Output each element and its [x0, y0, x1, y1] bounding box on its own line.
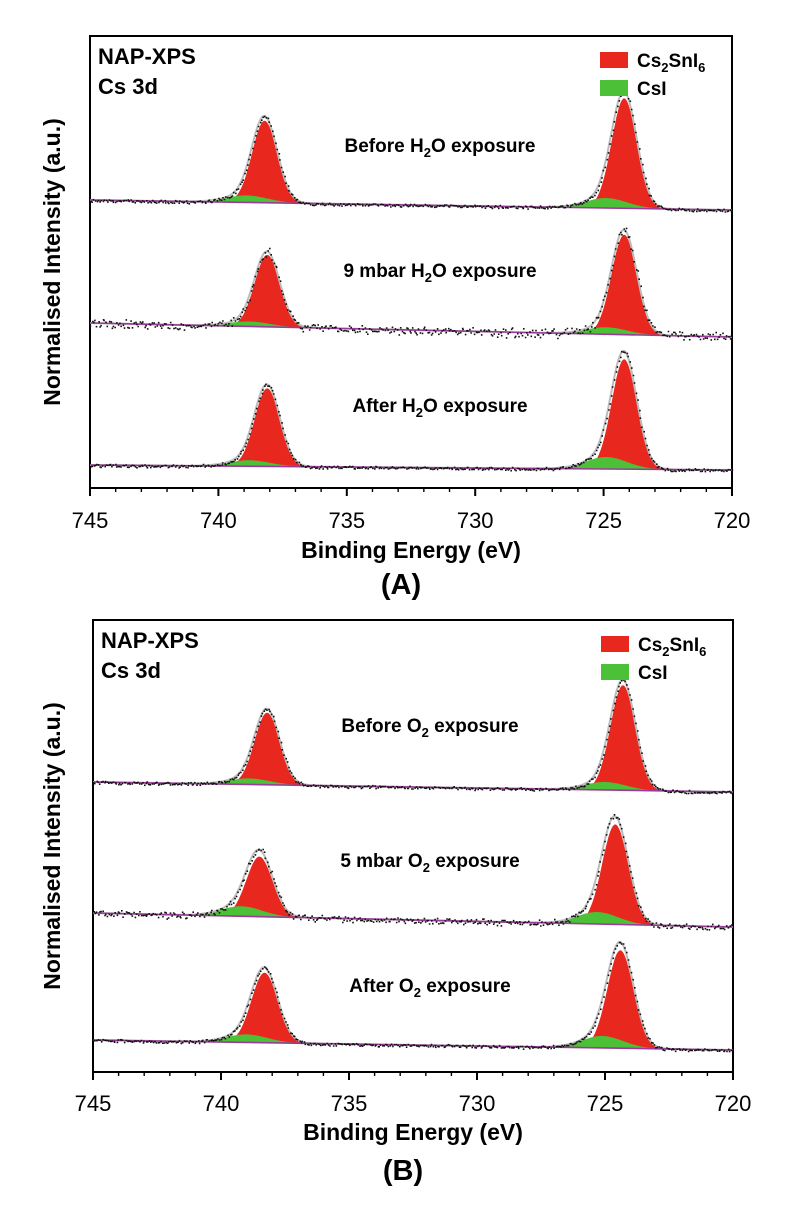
- spectrum-label: After H2O exposure: [352, 396, 527, 420]
- spectrum-label: Before O2 exposure: [341, 716, 518, 740]
- legend-swatch: [601, 636, 629, 652]
- legend-swatch: [601, 664, 629, 680]
- x-tick-label: 745: [75, 1091, 112, 1116]
- x-tick-label: 725: [585, 508, 622, 533]
- spectrum-2: 5 mbar O2 exposure: [92, 814, 735, 931]
- csi-peak-1: [167, 321, 332, 329]
- legend: Cs2SnI6 CsI: [601, 635, 706, 684]
- csi-peak-2: [524, 327, 689, 336]
- cs2sni6-peak-2: [542, 98, 707, 210]
- chart-panel-b: Before O2 exposure 5 mbar O2 exposure Afte…: [39, 619, 752, 1187]
- technique-label: NAP-XPS: [101, 628, 199, 653]
- x-axis-label: Binding Energy (eV): [301, 537, 521, 563]
- csi-peak-2: [524, 457, 689, 470]
- legend-label: CsI: [638, 663, 668, 684]
- spectrum-label: 5 mbar O2 exposure: [340, 851, 519, 875]
- spectrum-1: Before O2 exposure: [92, 678, 734, 795]
- data-points: [92, 679, 734, 795]
- cs2sni6-peak-2: [533, 824, 698, 927]
- legend-swatch: [600, 80, 628, 96]
- y-axis-label: Normalised Intensity (a.u.): [39, 118, 65, 406]
- core-level-label: Cs 3d: [98, 74, 158, 99]
- cs2sni6-peak-2: [538, 950, 703, 1050]
- cs2sni6-peak-1: [185, 712, 349, 786]
- cs2sni6-peak-2: [542, 234, 707, 337]
- cs2sni6-peak-2: [541, 685, 705, 792]
- plot-frame: [92, 619, 734, 1073]
- x-tick-label: 720: [714, 508, 751, 533]
- x-axis-label: Binding Energy (eV): [303, 1119, 523, 1145]
- x-tick-label: 725: [587, 1091, 624, 1116]
- chart-panel-a: Before H2O exposure 9 mbar H2O exposure Af…: [39, 35, 751, 601]
- csi-peak-1: [167, 778, 332, 786]
- spectrum-label: Before H2O exposure: [345, 136, 536, 160]
- background-line: [89, 322, 733, 338]
- core-level-label: Cs 3d: [101, 658, 161, 683]
- spectrum-2: 9 mbar H2O exposure: [89, 227, 733, 341]
- legend-label: CsI: [637, 79, 667, 100]
- legend-label: Cs2SnI6: [638, 635, 706, 659]
- plot-frame: [89, 35, 733, 489]
- technique-label: NAP-XPS: [98, 44, 196, 69]
- x-tick-label: 735: [331, 1091, 368, 1116]
- cs2sni6-peak-1: [182, 972, 347, 1044]
- y-axis-label: Normalised Intensity (a.u.): [39, 702, 65, 990]
- panel-label: (B): [383, 1155, 423, 1187]
- x-tick-label: 730: [459, 1091, 496, 1116]
- spectrum-3: After H2O exposure: [89, 349, 734, 473]
- cs2sni6-peak-2: [542, 359, 707, 470]
- legend-label: Cs2SnI6: [637, 51, 705, 75]
- spectrum-label: After O2 exposure: [349, 976, 510, 1000]
- x-tick-label: 740: [203, 1091, 240, 1116]
- spectrum-3: After O2 exposure: [92, 941, 734, 1053]
- spectrum-label: 9 mbar H2O exposure: [343, 261, 536, 285]
- panel-label: (A): [381, 569, 421, 601]
- x-tick-label: 730: [457, 508, 494, 533]
- background-line: [92, 781, 734, 793]
- x-tick-label: 735: [328, 508, 365, 533]
- x-tick-label: 720: [715, 1091, 752, 1116]
- spectrum-1: Before H2O exposure: [89, 90, 733, 213]
- cs2sni6-peak-1: [185, 388, 350, 467]
- cs2sni6-peak-1: [182, 120, 347, 204]
- x-tick-label: 740: [200, 508, 237, 533]
- x-tick-label: 745: [72, 508, 109, 533]
- cs2sni6-peak-1: [185, 254, 350, 329]
- legend-swatch: [600, 52, 628, 68]
- cs2sni6-peak-1: [177, 856, 342, 919]
- legend: Cs2SnI6 CsI: [600, 51, 705, 100]
